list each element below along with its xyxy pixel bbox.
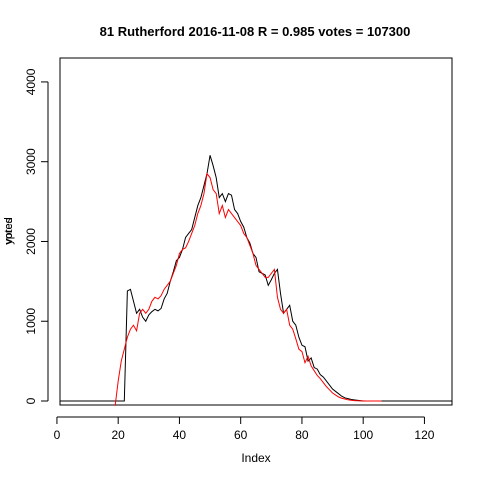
- chart-title: 81 Rutherford 2016-11-08 R = 0.985 votes…: [100, 24, 411, 39]
- series-group: [60, 155, 452, 406]
- x-tick-label: 60: [234, 428, 248, 442]
- y-tick-label: 1000: [24, 308, 38, 335]
- x-tick-label: 100: [353, 428, 373, 442]
- x-tick-label: 80: [295, 428, 309, 442]
- y-axis: 0 1000 2000 3000 4000: [24, 68, 49, 404]
- plot-area-frame: [59, 57, 453, 406]
- series-line-0: [60, 155, 452, 402]
- y-tick-label: 3000: [24, 148, 38, 175]
- x-axis-label: Index: [241, 451, 270, 465]
- y-tick-label: 0: [24, 397, 38, 404]
- x-tick-label: 120: [414, 428, 434, 442]
- x-tick-label: 0: [54, 428, 61, 442]
- y-tick-label: 2000: [24, 228, 38, 255]
- x-tick-label: 40: [173, 428, 187, 442]
- y-axis-label-0: votes: [3, 217, 15, 244]
- series-line-1: [114, 172, 382, 406]
- y-axis-label-1: ypred: [3, 217, 15, 245]
- x-tick-label: 20: [112, 428, 126, 442]
- x-axis: 0 20 40 60 80 100 120: [54, 416, 435, 442]
- y-tick-label: 4000: [24, 68, 38, 95]
